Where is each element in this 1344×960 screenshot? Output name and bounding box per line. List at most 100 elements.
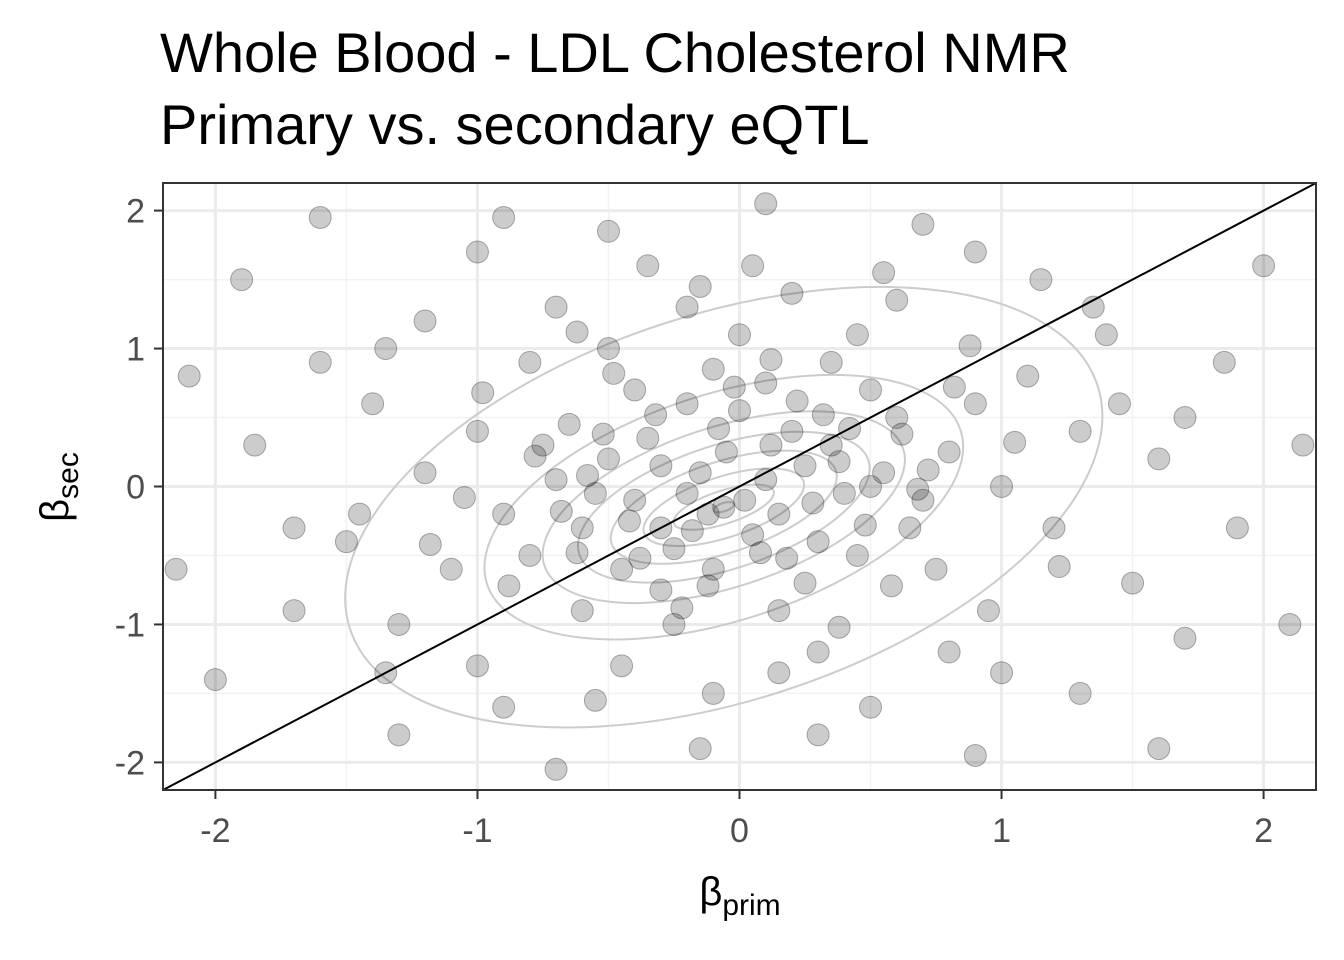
data-point — [602, 361, 626, 385]
data-point — [898, 516, 922, 540]
data-point — [859, 378, 883, 402]
data-point — [1047, 555, 1071, 579]
data-point — [177, 364, 201, 388]
data-point — [859, 475, 883, 498]
y-axis-ticks: -2 -1 0 1 2 — [115, 193, 163, 782]
data-point — [801, 491, 825, 515]
data-point — [675, 295, 699, 319]
data-point — [806, 530, 830, 554]
data-point — [759, 433, 783, 457]
data-point — [701, 557, 725, 581]
data-point — [531, 433, 555, 457]
x-axis-ticks: -2 -1 0 1 2 — [200, 790, 1273, 850]
y-tick-label: 1 — [126, 331, 145, 369]
data-point — [780, 419, 804, 443]
data-point — [767, 599, 791, 623]
data-point — [696, 574, 720, 598]
y-axis-title: βsec — [33, 452, 85, 522]
density-contour-8 — [344, 285, 1104, 729]
data-point — [565, 541, 589, 565]
data-point — [701, 357, 725, 381]
data-point — [958, 334, 982, 358]
data-point — [827, 450, 851, 474]
density-contour-7 — [483, 373, 965, 641]
data-point — [911, 212, 935, 236]
data-point — [754, 192, 778, 216]
data-point — [492, 695, 516, 719]
data-point — [845, 543, 869, 567]
data-point — [282, 599, 306, 623]
data-point — [712, 495, 736, 519]
data-point — [644, 403, 668, 427]
data-point — [916, 458, 940, 482]
data-point — [492, 205, 516, 229]
data-point — [976, 599, 1000, 623]
y-tick-label: -2 — [115, 744, 145, 782]
data-point — [282, 516, 306, 540]
data-point — [937, 440, 961, 464]
data-point — [688, 461, 712, 485]
data-point — [885, 406, 909, 430]
x-tick-label: -1 — [462, 812, 492, 850]
data-point — [748, 541, 772, 565]
data-point — [565, 320, 589, 344]
density-contours — [344, 285, 1104, 729]
x-axis-subscript: prim — [722, 889, 780, 922]
y-axis-subscript: sec — [52, 452, 85, 499]
x-axis-title: βprim — [699, 870, 780, 922]
density-contour-3 — [642, 467, 806, 547]
data-point — [549, 499, 573, 523]
data-point — [439, 557, 463, 581]
chart-title-line1: Whole Blood - LDL Cholesterol NMR — [160, 21, 1070, 84]
x-axis-symbol: β — [699, 870, 722, 914]
data-point — [623, 378, 647, 402]
data-point — [1291, 433, 1315, 457]
data-point — [544, 757, 568, 781]
data-point — [1068, 419, 1092, 443]
data-point — [675, 481, 699, 505]
data-point — [680, 519, 704, 543]
data-point — [1278, 612, 1302, 636]
data-point — [596, 337, 620, 361]
data-point — [1147, 737, 1171, 761]
data-point — [759, 348, 783, 372]
data-point — [963, 744, 987, 768]
data-point — [518, 350, 542, 374]
data-point — [1029, 268, 1053, 292]
data-point — [1003, 430, 1027, 454]
data-point — [990, 475, 1014, 498]
data-point — [780, 281, 804, 305]
data-point — [688, 274, 712, 298]
y-tick-label: 0 — [126, 469, 145, 507]
data-point — [767, 502, 791, 526]
density-contour-4 — [609, 449, 838, 565]
x-tick-label: 0 — [730, 812, 749, 850]
data-point — [418, 532, 442, 556]
data-point — [1173, 406, 1197, 430]
data-point — [465, 419, 489, 443]
data-point — [596, 219, 620, 243]
data-point — [785, 389, 809, 413]
data-point — [1121, 571, 1145, 595]
data-point — [963, 240, 987, 264]
data-point — [937, 640, 961, 664]
data-point — [775, 546, 799, 570]
data-point — [1016, 364, 1040, 388]
data-point — [707, 417, 731, 441]
data-point — [164, 557, 188, 581]
identity-line — [163, 183, 1316, 790]
data-point — [1147, 447, 1171, 471]
data-point — [465, 654, 489, 678]
data-point — [688, 737, 712, 761]
data-point — [610, 654, 634, 678]
data-point — [518, 543, 542, 567]
data-point — [636, 254, 660, 278]
density-contour-6 — [541, 410, 906, 605]
data-point — [701, 681, 725, 705]
data-point — [827, 615, 851, 639]
data-point — [906, 477, 930, 501]
data-point — [728, 323, 751, 347]
data-point — [591, 422, 615, 446]
data-point — [793, 571, 817, 595]
